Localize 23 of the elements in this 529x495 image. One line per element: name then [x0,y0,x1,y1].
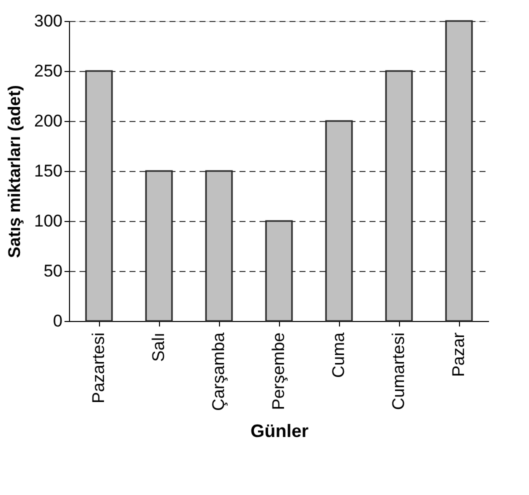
y-tick-label: 150 [34,162,62,180]
y-tick-label: 300 [34,12,62,30]
bar [265,220,293,322]
y-tick-label: 0 [53,312,62,330]
bar [205,170,233,322]
y-axis-title: Satış miktarları (adet) [5,85,24,258]
x-tick-label: Cuma [329,332,348,378]
bar [85,70,113,322]
y-tick-label: 200 [34,112,62,130]
x-axis-title: Günler [250,420,309,441]
x-tick-label: Pazar [449,332,468,377]
bar [325,120,353,322]
y-tick-label: 250 [34,62,62,80]
y-tick-label: 100 [34,212,62,230]
bar [145,170,173,322]
x-tick-label: Pazartesi [89,332,108,404]
bar [385,70,413,322]
x-tick-label: Perşembe [269,332,288,410]
x-tick-label: Çarşamba [209,332,228,411]
x-tick-label: Cumartesi [389,332,408,410]
x-tick-label: Salı [149,332,168,362]
bar [445,20,473,322]
y-tick-label: 50 [44,262,62,280]
